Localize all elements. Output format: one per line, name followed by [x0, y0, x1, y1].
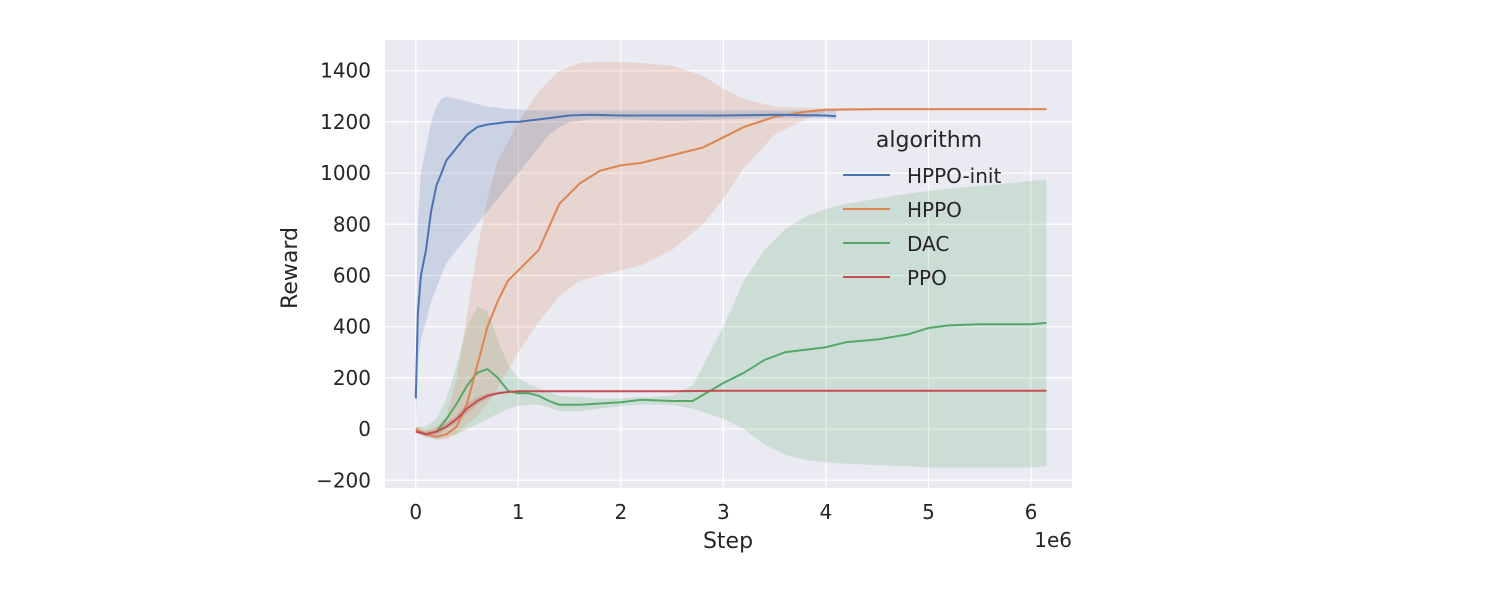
legend-label: HPPO-init — [907, 164, 1001, 188]
y-tick-label: 1200 — [320, 110, 371, 134]
series-lines — [414, 108, 1047, 438]
y-tick-label: 0 — [358, 417, 371, 441]
legend: algorithm HPPO-init HPPO DAC PPO — [843, 128, 1001, 290]
x-offset-label: 1e6 — [1034, 528, 1072, 552]
confidence-band — [415, 61, 1047, 440]
y-tick-label: 200 — [333, 366, 371, 390]
y-axis-label: Reward — [278, 227, 303, 309]
y-tick-label: 1400 — [320, 59, 371, 83]
x-tick-label: 0 — [409, 500, 422, 524]
x-tick-label: 3 — [717, 500, 730, 524]
series-line — [414, 113, 837, 399]
y-tick-label: 400 — [333, 315, 371, 339]
y-tick-label: −200 — [316, 468, 371, 492]
y-tick-label: 600 — [333, 264, 371, 288]
x-tick-label: 6 — [1025, 500, 1038, 524]
x-tick-label: 4 — [820, 500, 833, 524]
x-tick-label: 5 — [922, 500, 935, 524]
legend-label: DAC — [907, 232, 949, 256]
x-tick-label: 1 — [512, 500, 525, 524]
legend-label: PPO — [907, 266, 947, 290]
y-ticks: −200 0 200 400 600 800 1000 1200 1400 — [316, 59, 371, 493]
legend-title: algorithm — [876, 128, 982, 153]
confidence-bands — [415, 61, 1047, 468]
x-ticks: 0 1 2 3 4 5 6 — [409, 500, 1037, 524]
series-line — [415, 389, 1047, 436]
y-tick-label: 1000 — [320, 161, 371, 185]
x-tick-label: 2 — [614, 500, 627, 524]
x-axis-label: Step — [703, 529, 753, 554]
legend-label: HPPO — [907, 198, 962, 222]
confidence-band — [415, 96, 837, 430]
y-tick-label: 800 — [333, 212, 371, 236]
confidence-band — [415, 179, 1047, 468]
